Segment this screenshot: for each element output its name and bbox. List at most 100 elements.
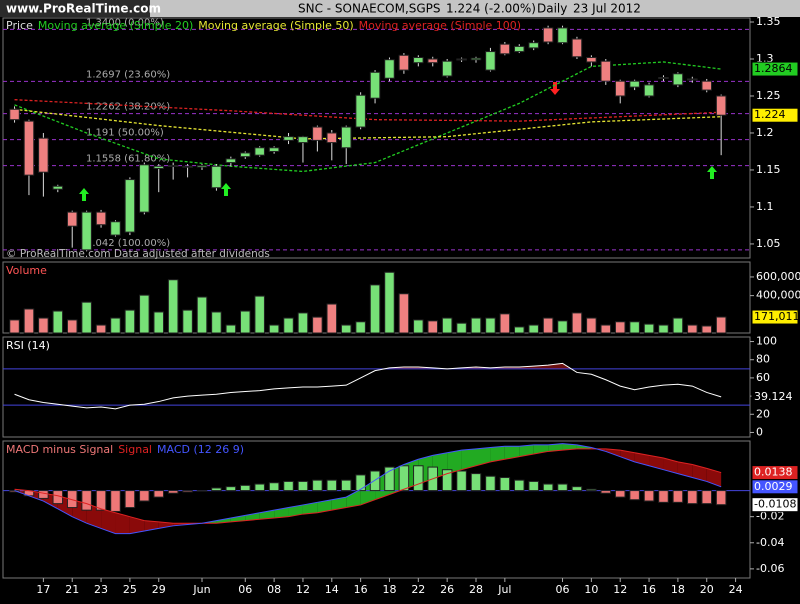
macd-signal-fill	[288, 504, 303, 517]
y-tick-label: 1.35	[756, 15, 781, 28]
buy-arrow	[221, 183, 231, 196]
x-tick-label: 18	[382, 583, 396, 596]
histogram-bar	[225, 486, 237, 492]
histogram-bar	[268, 482, 280, 492]
candle-body	[398, 54, 410, 71]
volume-bar	[528, 324, 539, 334]
volume-bar	[182, 309, 193, 334]
histogram-bar	[557, 483, 568, 492]
x-tick-label: 16	[642, 583, 656, 596]
volume-bar	[196, 296, 208, 334]
value-box-label: 1.224	[754, 108, 786, 121]
value-box-label: 1.2864	[754, 62, 793, 75]
histogram-bar	[139, 490, 150, 502]
plot-layer: 1.351.31.251.21.151.11.051.3400 (0.00%)1…	[3, 15, 800, 596]
candle-body	[52, 185, 64, 190]
volume-bar	[485, 317, 496, 334]
legend-label: Price	[6, 19, 33, 32]
x-tick-label: 17	[36, 583, 50, 596]
volume-bar	[9, 319, 20, 334]
histogram-bar	[124, 490, 136, 509]
histogram-bar	[542, 483, 554, 492]
fib-label: 1.2697 (23.60%)	[86, 69, 170, 80]
volume-bar	[514, 326, 525, 334]
volume-bar	[268, 324, 280, 334]
histogram-bar	[297, 480, 309, 492]
buy-arrow	[707, 166, 717, 179]
macd-signal-fill	[620, 450, 635, 462]
macd-signal-fill	[302, 502, 318, 515]
volume-bar	[240, 310, 251, 334]
x-tick-label: 18	[671, 583, 685, 596]
source-note: © ProRealTime.com Data adjusted after di…	[6, 248, 270, 260]
candle-body	[38, 137, 49, 173]
volume-bar	[81, 301, 92, 334]
volume-bar	[672, 317, 684, 334]
macd-signal-fill	[346, 489, 361, 508]
fib-label: 1.042 (100.00%)	[86, 238, 170, 249]
candle-body	[629, 80, 640, 88]
candle-body	[715, 95, 727, 116]
histogram-bar	[456, 470, 467, 492]
site-logo[interactable]: www.ProRealTime.com	[6, 2, 161, 16]
rsi-panel	[2, 336, 751, 438]
macd-signal-fill	[591, 447, 606, 452]
value-box: 171,011	[751, 309, 800, 325]
histogram-bar	[643, 490, 655, 502]
x-tick-label: 06	[556, 583, 570, 596]
volume-bar	[355, 321, 366, 334]
histogram-bar	[66, 490, 78, 509]
macd-signal-fill	[692, 464, 707, 482]
candle-body	[66, 211, 78, 227]
volume-bar	[600, 324, 612, 334]
candle-body	[427, 58, 439, 64]
y-tick-label: -0.04	[756, 536, 784, 549]
volume-bar	[441, 317, 453, 334]
y-tick-label: 1.05	[756, 237, 781, 250]
macd-signal-fill	[504, 446, 520, 460]
x-tick-label: 24	[729, 583, 743, 596]
x-tick-label: 23	[94, 583, 108, 596]
volume-bar	[413, 319, 424, 334]
y-tick-label: 1.1	[756, 200, 774, 213]
volume-bar	[283, 317, 294, 334]
volume-bar	[326, 303, 338, 334]
macd-signal-fill	[605, 448, 621, 457]
histogram-bar	[9, 490, 20, 493]
value-box-label: 0.0029	[754, 480, 793, 493]
histogram-bar	[153, 490, 165, 498]
moving-average	[14, 61, 722, 173]
x-tick-label: Jul	[497, 583, 511, 596]
candle-body	[369, 71, 381, 99]
macd-signal-fill	[144, 520, 159, 532]
volume-bar	[124, 309, 136, 334]
candle-body	[9, 108, 20, 121]
volume-bar	[586, 317, 597, 334]
volume-bar	[398, 293, 410, 334]
candle-body	[499, 43, 511, 55]
x-tick-label: 21	[65, 583, 79, 596]
histogram-bar	[441, 469, 453, 492]
candle-body	[542, 27, 554, 43]
value-box: 1.224	[751, 107, 799, 123]
candle-body	[139, 164, 150, 213]
macd-signal-fill	[490, 446, 505, 462]
histogram-bar	[413, 465, 424, 492]
volume-bar	[52, 310, 64, 334]
volume-bar	[687, 324, 698, 334]
x-tick-label: 16	[354, 583, 368, 596]
histogram-bar	[514, 479, 525, 492]
macd-signal-fill	[447, 450, 462, 474]
histogram-bar	[398, 465, 410, 492]
histogram-bar	[240, 484, 251, 492]
macd-line	[14, 443, 722, 535]
macd-panel	[2, 440, 751, 579]
volume-bar	[629, 321, 640, 334]
volume-bar	[643, 323, 655, 334]
candle-body	[211, 165, 222, 189]
candle-body	[600, 60, 612, 82]
y-tick-label: 1.15	[756, 163, 781, 176]
volume-bar	[456, 322, 467, 334]
fib-label: 1.3400 (0.00%)	[86, 17, 164, 28]
x-tick-label: 25	[123, 583, 137, 596]
